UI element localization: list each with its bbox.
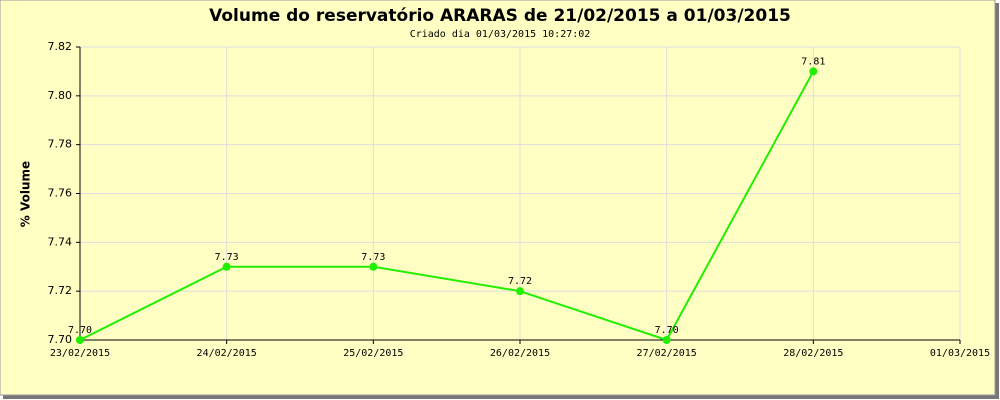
chart-title: Volume do reservatório ARARAS de 21/02/2… (209, 6, 791, 26)
data-label: 7.72 (508, 276, 532, 287)
x-tick-label: 24/02/2015 (197, 348, 257, 359)
x-tick-label: 28/02/2015 (783, 348, 843, 359)
chart-subtitle: Criado dia 01/03/2015 10:27:02 (410, 29, 591, 40)
data-label: 7.70 (655, 325, 679, 336)
data-point (662, 336, 671, 344)
y-tick-label: 7.80 (48, 89, 73, 102)
data-line (79, 70, 815, 342)
data-point (369, 262, 378, 271)
y-tick-label: 7.72 (48, 284, 73, 297)
y-tick-label: 7.76 (48, 187, 73, 200)
x-tick-label: 27/02/2015 (637, 348, 697, 359)
data-point (76, 336, 84, 344)
x-tick-label: 23/02/2015 (50, 348, 110, 359)
data-label: 7.70 (68, 325, 92, 336)
data-point (809, 67, 818, 76)
x-tick-label: 25/02/2015 (343, 348, 403, 359)
data-label: 7.73 (361, 252, 385, 263)
y-tick-label: 7.82 (48, 40, 73, 53)
data-label: 7.81 (801, 56, 825, 67)
data-point (222, 262, 231, 271)
data-point (516, 287, 524, 296)
y-tick-label: 7.74 (48, 235, 73, 248)
y-tick-label: 7.78 (48, 138, 73, 151)
x-tick-label: 26/02/2015 (490, 348, 550, 359)
data-label: 7.73 (215, 252, 239, 263)
y-axis-label: % Volume (19, 161, 33, 227)
x-tick-label: 01/03/2015 (930, 348, 990, 359)
y-tick-label: 7.70 (48, 333, 73, 346)
